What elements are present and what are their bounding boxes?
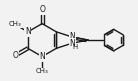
Text: O: O bbox=[13, 51, 19, 60]
Text: N: N bbox=[69, 32, 75, 41]
Text: H: H bbox=[73, 44, 78, 50]
Text: CH₃: CH₃ bbox=[36, 68, 48, 74]
Text: O: O bbox=[39, 5, 45, 14]
Text: CH₃: CH₃ bbox=[9, 21, 21, 27]
Text: N: N bbox=[39, 52, 45, 61]
Text: N: N bbox=[69, 39, 75, 48]
Text: N: N bbox=[25, 27, 31, 36]
